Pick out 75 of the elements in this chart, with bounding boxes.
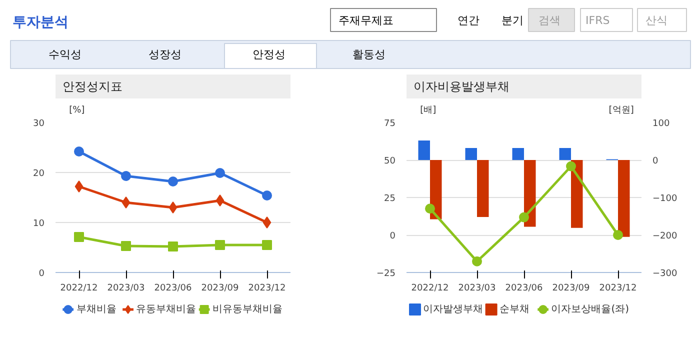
point: [216, 194, 224, 206]
text: 성장성: [148, 48, 182, 61]
bar: [477, 160, 489, 217]
y-tick-label: 25: [384, 194, 396, 204]
y-axis-title: [%]: [69, 106, 85, 116]
legend-label: 부채비율: [76, 304, 116, 315]
bar: [559, 148, 571, 160]
y2-tick-label: −100: [652, 194, 678, 204]
x-tick-label: 2023/03: [107, 284, 145, 294]
bar: [430, 160, 442, 220]
x-tick-label: 2023/12: [248, 284, 286, 294]
point: [121, 241, 131, 251]
bar: [524, 160, 536, 227]
bar: [512, 148, 524, 160]
point: [613, 230, 623, 240]
x-tick-label: 2023/12: [599, 284, 637, 294]
point: [121, 171, 131, 181]
x-tick-label: 2023/09: [201, 284, 239, 294]
legend-label: 이자보상배율(좌): [551, 304, 630, 315]
y-tick-label: 0: [390, 232, 396, 242]
text: 주재무제표: [338, 14, 394, 27]
point: [122, 196, 130, 208]
text: 산식: [646, 14, 668, 27]
point: [215, 168, 225, 178]
x-tick-label: 2022/12: [60, 284, 98, 294]
y-tick-label: 0: [38, 269, 45, 279]
text: 안정성: [252, 48, 286, 61]
y-tick-label: 10: [33, 219, 45, 229]
legend-label: 이자발생부채: [423, 304, 484, 315]
x-tick-label: 2023/09: [552, 284, 590, 294]
text: 연간: [458, 14, 480, 27]
y-tick-label: −25: [376, 269, 396, 279]
y2-tick-label: −200: [652, 232, 678, 242]
point: [425, 204, 435, 214]
legend-label: 순부채: [499, 304, 530, 315]
text: 활동성: [352, 48, 386, 61]
y-axis-title: [배]: [420, 106, 436, 116]
chart-title: 안정성지표: [62, 80, 122, 94]
point: [472, 256, 482, 266]
text: 분기: [502, 14, 524, 27]
y2-tick-label: 0: [652, 156, 658, 166]
point: [519, 212, 529, 222]
y-tick-label: 30: [33, 119, 45, 129]
legend-label: 비유동부채비율: [212, 304, 283, 315]
text: IFRS: [586, 14, 610, 27]
bar: [618, 160, 630, 237]
point: [262, 216, 272, 228]
point: [168, 176, 178, 186]
point: [566, 161, 576, 172]
y2-tick-label: −300: [652, 269, 678, 279]
bar: [465, 148, 477, 160]
point: [74, 180, 84, 192]
legend-label: 유동부채비율: [136, 304, 196, 315]
x-tick-label: 2022/12: [411, 284, 449, 294]
point: [168, 202, 178, 214]
x-tick-label: 2023/06: [154, 284, 192, 294]
x-tick-label: 2023/03: [458, 284, 496, 294]
point: [168, 242, 178, 252]
x-tick-label: 2023/06: [505, 284, 543, 294]
y-tick-label: 75: [384, 119, 396, 129]
y2-axis-title: [억원]: [608, 106, 634, 116]
text: 투자분석: [12, 14, 68, 30]
bar: [418, 140, 430, 160]
y2-tick-label: 100: [652, 119, 670, 129]
chart-title: 이자비용발생부채: [413, 80, 510, 94]
text: 검색: [538, 14, 560, 27]
point: [262, 240, 272, 250]
y-tick-label: 50: [384, 156, 396, 166]
point: [215, 240, 225, 250]
point: [262, 190, 272, 200]
point: [74, 146, 84, 156]
bar: [571, 160, 583, 228]
point: [74, 232, 84, 242]
text: 수익성: [48, 48, 82, 61]
y-tick-label: 20: [33, 169, 45, 179]
